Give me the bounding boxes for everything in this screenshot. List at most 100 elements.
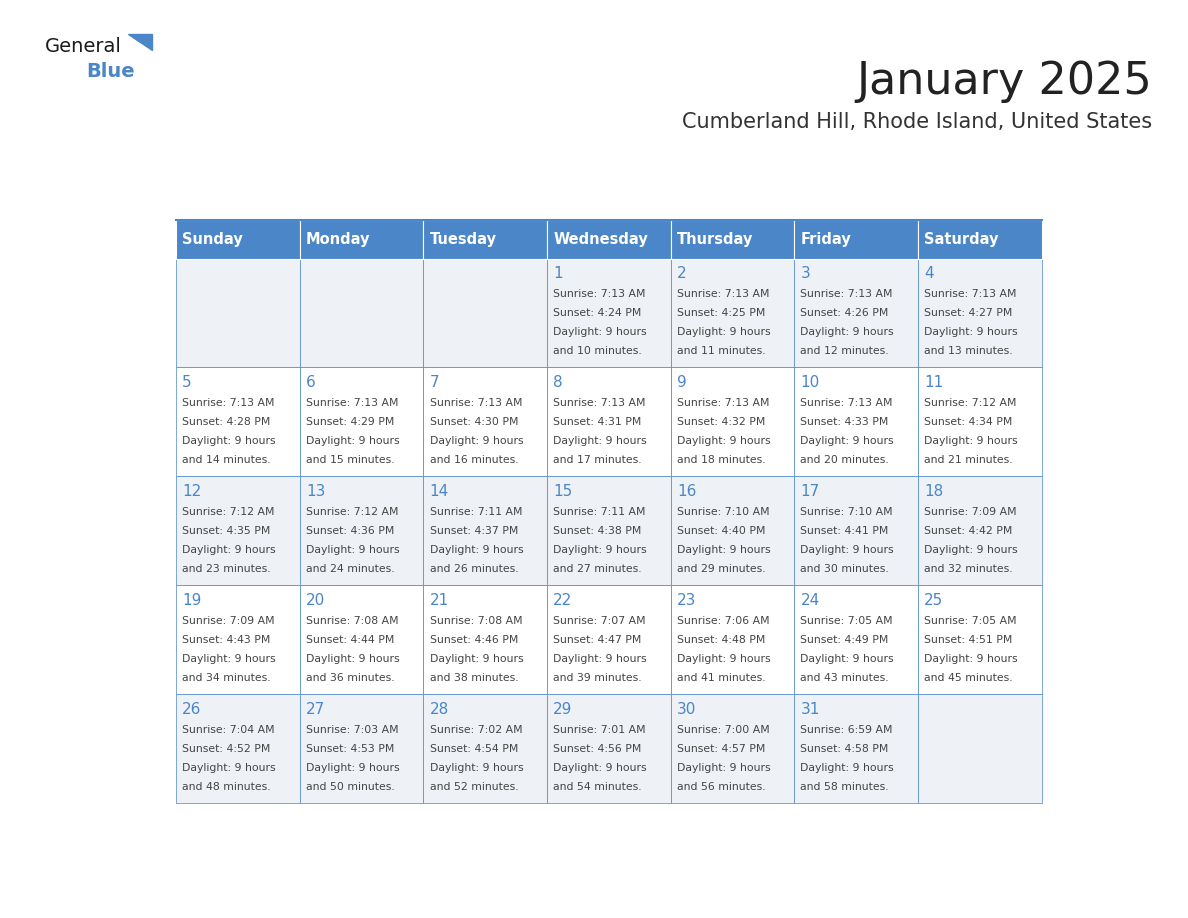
Text: and 38 minutes.: and 38 minutes. — [430, 673, 518, 683]
Text: Sunrise: 7:12 AM: Sunrise: 7:12 AM — [924, 397, 1017, 408]
Text: 12: 12 — [182, 484, 202, 499]
Text: and 29 minutes.: and 29 minutes. — [677, 564, 765, 574]
Text: Daylight: 9 hours: Daylight: 9 hours — [801, 545, 895, 554]
Bar — [423, 259, 546, 367]
Text: Sunrise: 7:00 AM: Sunrise: 7:00 AM — [677, 724, 770, 734]
Text: 16: 16 — [677, 484, 696, 499]
Text: Sunset: 4:26 PM: Sunset: 4:26 PM — [801, 308, 889, 319]
Text: Sunrise: 7:08 AM: Sunrise: 7:08 AM — [430, 616, 523, 626]
Text: Sunrise: 7:09 AM: Sunrise: 7:09 AM — [924, 507, 1017, 517]
Bar — [918, 585, 1042, 694]
Text: Daylight: 9 hours: Daylight: 9 hours — [430, 763, 523, 773]
Text: Sunset: 4:29 PM: Sunset: 4:29 PM — [307, 417, 394, 427]
Text: 24: 24 — [801, 593, 820, 608]
Text: Sunset: 4:47 PM: Sunset: 4:47 PM — [554, 634, 642, 644]
Text: January 2025: January 2025 — [857, 60, 1152, 103]
Text: Daylight: 9 hours: Daylight: 9 hours — [430, 545, 523, 554]
Text: and 18 minutes.: and 18 minutes. — [677, 455, 765, 465]
Text: Cumberland Hill, Rhode Island, United States: Cumberland Hill, Rhode Island, United St… — [682, 112, 1152, 132]
Text: and 30 minutes.: and 30 minutes. — [801, 564, 890, 574]
Text: Daylight: 9 hours: Daylight: 9 hours — [924, 545, 1018, 554]
Bar — [423, 219, 546, 259]
Text: 10: 10 — [801, 375, 820, 390]
Text: Daylight: 9 hours: Daylight: 9 hours — [801, 327, 895, 337]
Bar — [671, 694, 795, 803]
Text: Daylight: 9 hours: Daylight: 9 hours — [554, 763, 646, 773]
Text: Sunset: 4:42 PM: Sunset: 4:42 PM — [924, 526, 1012, 536]
Text: 1: 1 — [554, 266, 563, 281]
Text: Sunrise: 7:13 AM: Sunrise: 7:13 AM — [677, 397, 770, 408]
Text: and 41 minutes.: and 41 minutes. — [677, 673, 765, 683]
Text: Sunrise: 7:13 AM: Sunrise: 7:13 AM — [182, 397, 274, 408]
Bar — [918, 476, 1042, 585]
Text: and 23 minutes.: and 23 minutes. — [182, 564, 271, 574]
Text: Sunset: 4:56 PM: Sunset: 4:56 PM — [554, 744, 642, 754]
Text: 3: 3 — [801, 266, 810, 281]
Bar — [918, 219, 1042, 259]
Text: and 20 minutes.: and 20 minutes. — [801, 455, 890, 465]
Text: Daylight: 9 hours: Daylight: 9 hours — [677, 327, 771, 337]
Text: Daylight: 9 hours: Daylight: 9 hours — [554, 327, 646, 337]
Text: Sunset: 4:38 PM: Sunset: 4:38 PM — [554, 526, 642, 536]
Text: Sunrise: 7:11 AM: Sunrise: 7:11 AM — [430, 507, 522, 517]
Text: Daylight: 9 hours: Daylight: 9 hours — [307, 436, 399, 446]
Text: and 58 minutes.: and 58 minutes. — [801, 781, 889, 791]
Text: and 36 minutes.: and 36 minutes. — [307, 673, 394, 683]
Text: General: General — [45, 37, 122, 56]
Text: Sunset: 4:31 PM: Sunset: 4:31 PM — [554, 417, 642, 427]
Text: Sunset: 4:37 PM: Sunset: 4:37 PM — [430, 526, 518, 536]
Text: Sunrise: 7:12 AM: Sunrise: 7:12 AM — [182, 507, 274, 517]
Bar — [176, 476, 299, 585]
Text: Sunrise: 7:08 AM: Sunrise: 7:08 AM — [307, 616, 398, 626]
Text: Sunset: 4:33 PM: Sunset: 4:33 PM — [801, 417, 889, 427]
Bar — [918, 367, 1042, 476]
Bar — [795, 585, 918, 694]
Text: 29: 29 — [554, 701, 573, 717]
Text: and 56 minutes.: and 56 minutes. — [677, 781, 765, 791]
Bar — [423, 476, 546, 585]
Text: Daylight: 9 hours: Daylight: 9 hours — [801, 763, 895, 773]
Bar — [546, 476, 671, 585]
Bar — [299, 476, 423, 585]
Text: and 17 minutes.: and 17 minutes. — [554, 455, 642, 465]
Text: 13: 13 — [307, 484, 326, 499]
Bar — [423, 694, 546, 803]
Bar — [299, 694, 423, 803]
Bar — [671, 585, 795, 694]
Text: 17: 17 — [801, 484, 820, 499]
Text: Daylight: 9 hours: Daylight: 9 hours — [307, 654, 399, 664]
Text: and 54 minutes.: and 54 minutes. — [554, 781, 642, 791]
Bar — [795, 219, 918, 259]
Text: and 16 minutes.: and 16 minutes. — [430, 455, 518, 465]
Text: Daylight: 9 hours: Daylight: 9 hours — [430, 436, 523, 446]
Text: Daylight: 9 hours: Daylight: 9 hours — [182, 763, 276, 773]
Text: 30: 30 — [677, 701, 696, 717]
Text: and 15 minutes.: and 15 minutes. — [307, 455, 394, 465]
Text: 28: 28 — [430, 701, 449, 717]
Bar — [546, 585, 671, 694]
Text: Daylight: 9 hours: Daylight: 9 hours — [182, 545, 276, 554]
Text: and 14 minutes.: and 14 minutes. — [182, 455, 271, 465]
Text: Sunrise: 7:13 AM: Sunrise: 7:13 AM — [924, 289, 1017, 299]
Text: and 43 minutes.: and 43 minutes. — [801, 673, 889, 683]
Bar — [176, 585, 299, 694]
Text: and 39 minutes.: and 39 minutes. — [554, 673, 642, 683]
Text: Sunrise: 7:04 AM: Sunrise: 7:04 AM — [182, 724, 274, 734]
Text: Daylight: 9 hours: Daylight: 9 hours — [182, 654, 276, 664]
Text: Sunrise: 7:13 AM: Sunrise: 7:13 AM — [677, 289, 770, 299]
Text: Daylight: 9 hours: Daylight: 9 hours — [430, 654, 523, 664]
Text: and 45 minutes.: and 45 minutes. — [924, 673, 1012, 683]
Text: Daylight: 9 hours: Daylight: 9 hours — [554, 436, 646, 446]
Text: Sunset: 4:44 PM: Sunset: 4:44 PM — [307, 634, 394, 644]
Text: Sunrise: 7:01 AM: Sunrise: 7:01 AM — [554, 724, 646, 734]
Text: Wednesday: Wednesday — [554, 231, 647, 247]
Text: Monday: Monday — [307, 231, 371, 247]
Text: and 24 minutes.: and 24 minutes. — [307, 564, 394, 574]
Text: and 13 minutes.: and 13 minutes. — [924, 346, 1012, 356]
Text: Daylight: 9 hours: Daylight: 9 hours — [677, 545, 771, 554]
Text: 15: 15 — [554, 484, 573, 499]
Text: 23: 23 — [677, 593, 696, 608]
Text: and 12 minutes.: and 12 minutes. — [801, 346, 889, 356]
Text: Sunrise: 7:02 AM: Sunrise: 7:02 AM — [430, 724, 523, 734]
Bar — [176, 367, 299, 476]
